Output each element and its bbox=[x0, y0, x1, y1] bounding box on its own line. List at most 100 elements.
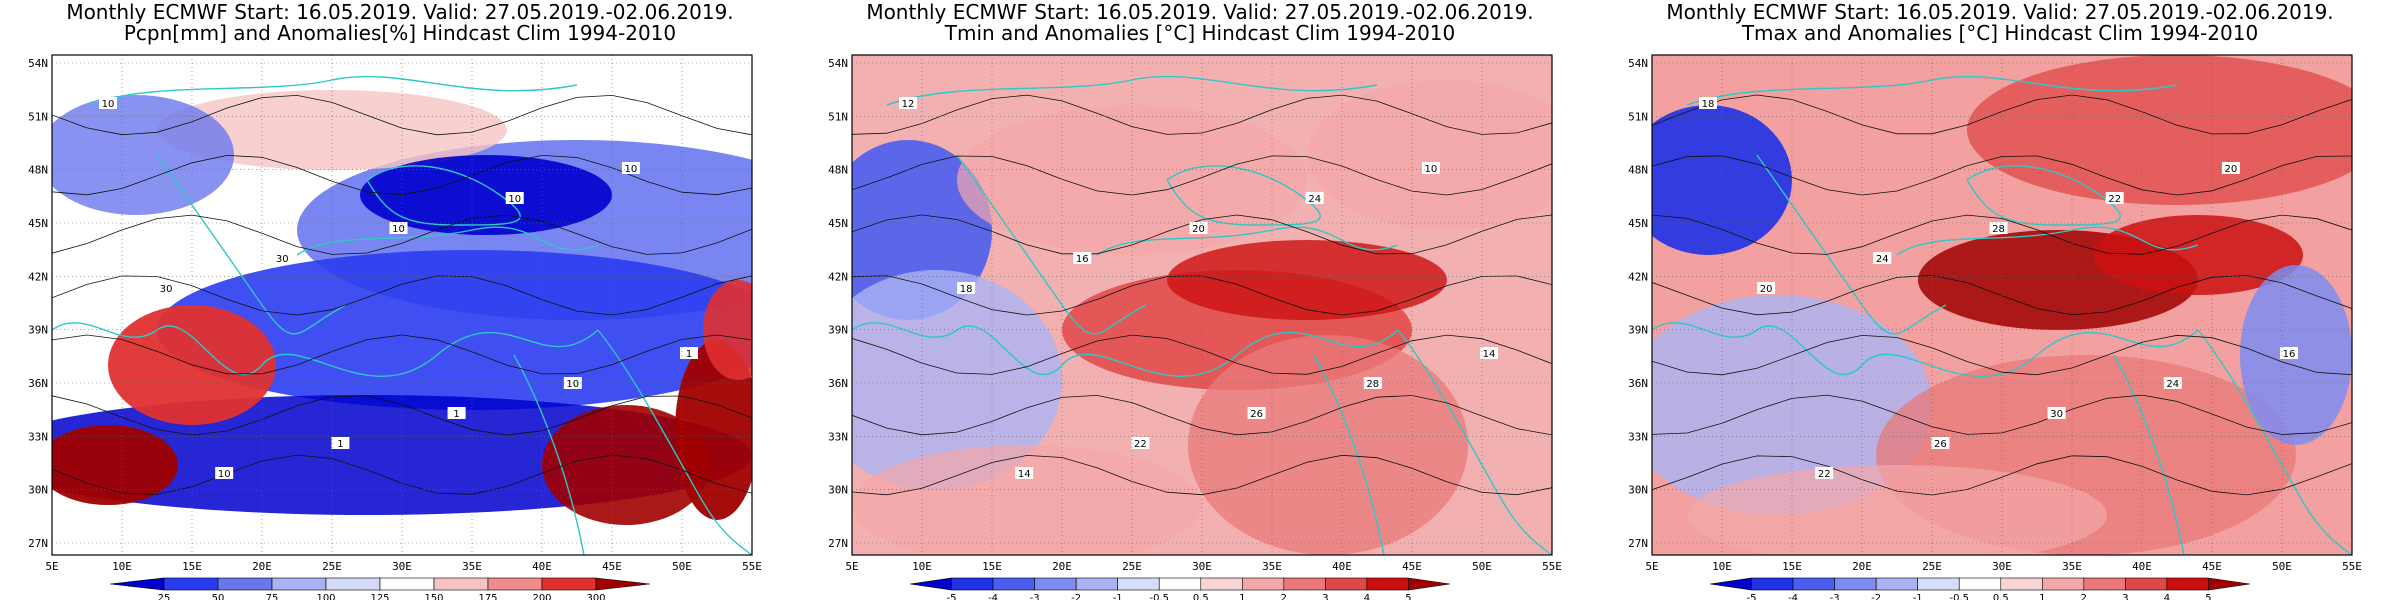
lon-tick-label: 5E bbox=[45, 560, 58, 573]
contour-line bbox=[1652, 155, 2352, 196]
colorbar-tick-label: -5 bbox=[1747, 593, 1757, 600]
colorbar-tick-label: -1 bbox=[1113, 593, 1123, 600]
colorbar-tick-label: -4 bbox=[988, 593, 998, 600]
contour-label: 24 bbox=[1876, 254, 1889, 265]
contour-label-bg bbox=[621, 162, 640, 174]
lon-tick-label: 55E bbox=[1542, 560, 1562, 573]
anomaly-shading bbox=[157, 250, 752, 410]
contour-label: 10 bbox=[102, 99, 115, 110]
contour-label: 16 bbox=[2283, 349, 2296, 360]
colorbar-cell bbox=[1751, 577, 1794, 591]
lon-tick-label: 25E bbox=[322, 560, 342, 573]
lat-tick-label: 54N bbox=[828, 57, 848, 70]
colorbar-tick-label: 75 bbox=[266, 593, 279, 600]
coastline bbox=[852, 322, 1399, 377]
contour-label: 22 bbox=[1818, 469, 1831, 480]
contour-line bbox=[852, 394, 1552, 436]
contour-label: 30 bbox=[276, 254, 289, 265]
colorbar-tick-label: 2 bbox=[1281, 593, 1287, 600]
colorbar-cell bbox=[951, 577, 994, 591]
map-area: 12 18 14 16 22 20 26 24 28 10 14 bbox=[852, 55, 1552, 555]
colorbar-tick-label: 3 bbox=[1322, 593, 1328, 600]
contour-label-bg bbox=[1421, 162, 1440, 174]
lat-tick-label: 51N bbox=[828, 110, 848, 123]
colorbar-tick-label: 300 bbox=[586, 593, 605, 600]
contour-label-bg bbox=[215, 467, 234, 479]
contour-line bbox=[52, 154, 752, 196]
contour-label: 28 bbox=[1992, 224, 2005, 235]
map-frame bbox=[51, 54, 753, 556]
contour-label-bg bbox=[505, 192, 524, 204]
coastline bbox=[2113, 354, 2185, 555]
colorbar-tick-label: 5 bbox=[1405, 593, 1411, 600]
colorbar-cell bbox=[1200, 577, 1243, 591]
lon-tick-label: 35E bbox=[462, 560, 482, 573]
contour-label: 20 bbox=[1760, 284, 1773, 295]
colorbar-cell bbox=[1117, 577, 1160, 591]
lat-tick-label: 27N bbox=[1628, 537, 1648, 550]
colorbar-tick-label: -1 bbox=[1913, 593, 1923, 600]
contour-line bbox=[52, 275, 752, 316]
contour-label: 30 bbox=[160, 284, 173, 295]
anomaly-shading bbox=[1188, 335, 1468, 555]
lon-tick-label: 20E bbox=[1852, 560, 1872, 573]
lon-tick-label: 45E bbox=[602, 560, 622, 573]
contour-label-bg bbox=[447, 407, 466, 419]
colorbar-tick-label: 100 bbox=[316, 593, 335, 600]
colorbar-tick-label: -3 bbox=[1830, 593, 1840, 600]
tmin-map-panel: Monthly ECMWF Start: 16.05.2019. Valid: … bbox=[800, 0, 1600, 600]
colorbar-tick-label: 3 bbox=[2122, 593, 2128, 600]
lon-tick-label: 30E bbox=[1192, 560, 1212, 573]
contour-label: 22 bbox=[2108, 194, 2121, 205]
contour-label: 22 bbox=[1134, 439, 1147, 450]
colorbar-tick-label: 4 bbox=[1364, 593, 1370, 600]
lat-tick-label: 48N bbox=[828, 164, 848, 177]
lon-tick-label: 35E bbox=[1262, 560, 1282, 573]
coastline bbox=[366, 165, 521, 226]
lon-tick-label: 25E bbox=[1922, 560, 1942, 573]
map-title-line2: Tmax and Anomalies [°C] Hindcast Clim 19… bbox=[1741, 21, 2259, 45]
contour-label: 10 bbox=[392, 224, 405, 235]
colorbar-tick-label: 1 bbox=[2039, 593, 2045, 600]
lat-tick-label: 45N bbox=[1628, 217, 1648, 230]
colorbar-cell bbox=[1075, 577, 1118, 591]
colorbar-cell bbox=[909, 577, 952, 591]
coastline bbox=[513, 354, 585, 555]
colorbar-tick-label: 0.5 bbox=[1993, 593, 2009, 600]
colorbar-tick-label: 175 bbox=[478, 593, 497, 600]
tmax-map-panel: Monthly ECMWF Start: 16.05.2019. Valid: … bbox=[1600, 0, 2400, 600]
lon-tick-label: 10E bbox=[112, 560, 132, 573]
map-frame bbox=[1651, 54, 2353, 556]
contour-label-bg bbox=[1931, 437, 1950, 449]
contour-label: 10 bbox=[625, 164, 638, 175]
colorbar-cell bbox=[992, 577, 1035, 591]
lat-tick-label: 30N bbox=[28, 484, 48, 497]
contour-label-bg bbox=[1757, 282, 1776, 294]
colorbar-cell bbox=[1834, 577, 1877, 591]
colorbar-cell bbox=[325, 577, 381, 591]
contour-line bbox=[1652, 394, 2352, 435]
contour-label: 30 bbox=[2050, 409, 2063, 420]
contour-label: 28 bbox=[1366, 379, 1379, 390]
colorbar-cell bbox=[433, 577, 489, 591]
lon-tick-label: 40E bbox=[532, 560, 552, 573]
map-title-line2: Pcpn[mm] and Anomalies[%] Hindcast Clim … bbox=[123, 21, 677, 45]
contour-label-bg bbox=[1131, 437, 1150, 449]
lon-tick-label: 35E bbox=[2062, 560, 2082, 573]
colorbar-cell bbox=[1366, 577, 1409, 591]
colorbar-tick-label: 2 bbox=[2081, 593, 2087, 600]
colorbar-cell bbox=[2208, 577, 2251, 591]
lat-tick-label: 51N bbox=[1628, 110, 1648, 123]
contour-label: 14 bbox=[1018, 469, 1031, 480]
lon-tick-label: 50E bbox=[1472, 560, 1492, 573]
lat-tick-label: 51N bbox=[28, 110, 48, 123]
colorbar-tick-label: 0.5 bbox=[1193, 593, 1209, 600]
lat-tick-label: 42N bbox=[828, 270, 848, 283]
contour-label-bg bbox=[1699, 97, 1717, 109]
contour-line bbox=[1652, 455, 2352, 496]
contour-label-bg bbox=[680, 347, 698, 359]
lat-tick-label: 27N bbox=[28, 537, 48, 550]
contour-label-bg bbox=[2221, 162, 2240, 174]
anomaly-shading bbox=[52, 95, 234, 215]
colorbar-cell bbox=[541, 577, 597, 591]
